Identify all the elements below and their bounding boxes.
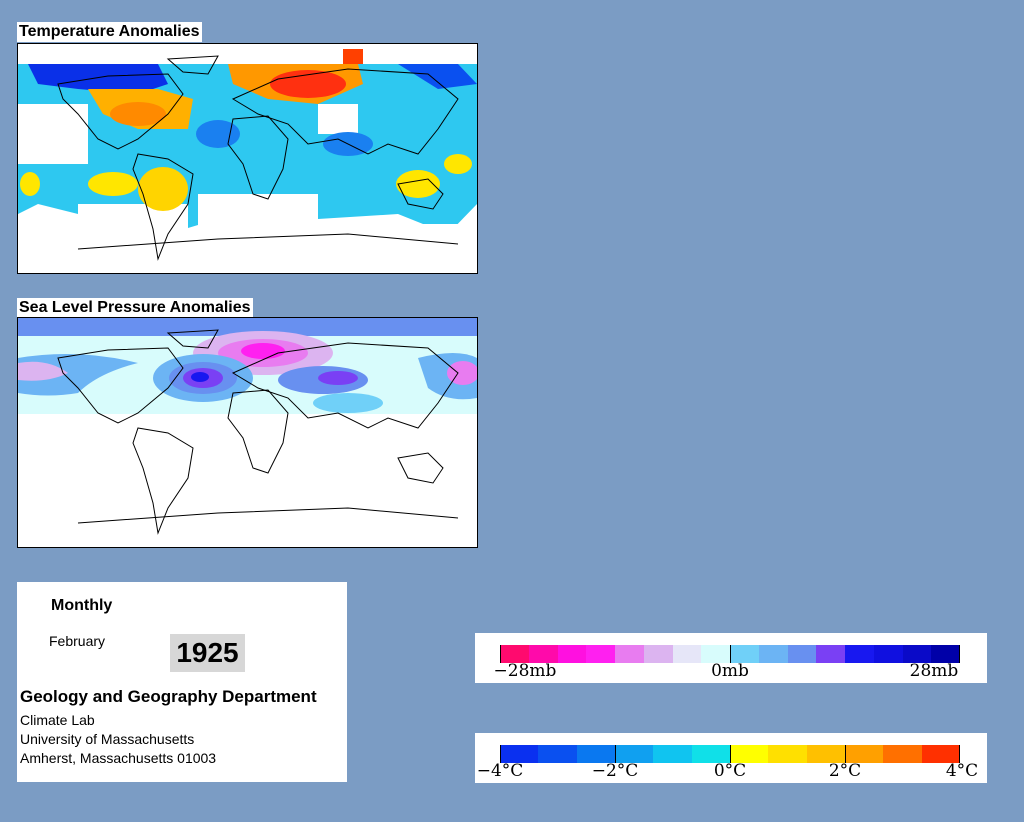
legend-color-swatch [845,645,874,663]
legend-color-swatch [691,745,730,763]
info-panel: Monthly February 1925 Geology and Geogra… [17,582,347,782]
legend-tick [500,745,501,763]
legend-color-swatch [653,745,692,763]
legend-color-swatch [816,645,845,663]
temp-label-plus2: 2°C [828,761,862,781]
pressure-label-zero: 0mb [711,661,749,681]
temp-label-plus4: 4°C [945,761,979,781]
legend-tick [959,645,960,663]
temperature-map-title: Temperature Anomalies [17,22,202,42]
legend-color-swatch [557,645,587,663]
legend-color-swatch [701,645,730,663]
legend-color-swatch [730,645,759,663]
legend-color-swatch [615,645,644,663]
frequency-label: Monthly [51,597,113,614]
legend-color-swatch [729,745,769,763]
legend-color-swatch [902,645,932,663]
legend-color-swatch [576,745,615,763]
legend-tick [615,745,616,763]
legend-color-swatch [873,645,903,663]
legend-color-swatch [844,745,884,763]
legend-color-swatch [883,745,922,763]
lab-name: Climate Lab [20,712,95,728]
pressure-color-legend: −28mb 0mb 28mb [475,633,987,683]
year-display: 1925 [170,634,245,672]
legend-color-swatch [672,645,702,663]
legend-color-swatch [787,645,817,663]
sea-level-pressure-anomaly-map [17,317,478,548]
legend-tick [730,745,731,763]
pressure-map-title: Sea Level Pressure Anomalies [17,298,253,318]
month-label: February [49,633,106,649]
temp-label-minus2: −2°C [591,761,639,781]
legend-color-swatch [921,745,960,763]
legend-color-swatch [931,645,960,663]
temp-label-minus4: −4°C [476,761,524,781]
address: Amherst, Massachusetts 01003 [20,750,217,766]
temperature-color-legend: −4°C −2°C 0°C 2°C 4°C [475,733,987,783]
legend-color-swatch [586,645,615,663]
legend-color-swatch [528,645,558,663]
department-name: Geology and Geography Department [20,687,317,706]
legend-color-swatch [758,645,788,663]
legend-color-swatch [768,745,807,763]
temperature-anomaly-map [17,43,478,274]
pressure-label-max: 28mb [909,661,959,681]
legend-color-swatch [500,745,539,763]
legend-color-swatch [500,645,529,663]
temp-label-zero: 0°C [713,761,747,781]
legend-color-swatch [538,745,577,763]
legend-tick [959,745,960,763]
legend-color-swatch [614,745,654,763]
legend-tick [845,745,846,763]
legend-color-swatch [806,745,845,763]
legend-tick [500,645,501,663]
pressure-label-min: −28mb [493,661,557,681]
legend-tick [730,645,731,663]
legend-color-swatch [643,645,673,663]
pressure-color-bar [500,645,960,663]
temperature-color-bar [500,745,960,763]
university-name: University of Massachusetts [20,731,195,747]
